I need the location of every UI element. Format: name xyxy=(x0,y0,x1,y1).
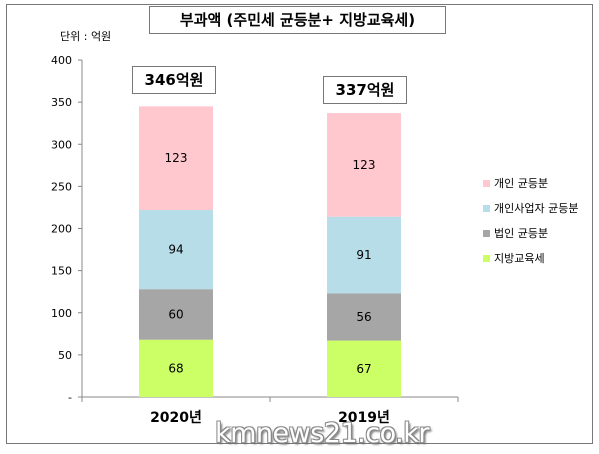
data-label: 60 xyxy=(168,307,183,321)
y-tick-label: 350 xyxy=(51,96,72,109)
unit-label: 단위 : 억원 xyxy=(60,30,112,43)
y-tick-label: - xyxy=(68,391,72,404)
data-label: 67 xyxy=(356,362,371,376)
legend-label: 개인 균등분 xyxy=(494,177,548,190)
y-tick-label: 250 xyxy=(51,180,72,193)
legend-swatch xyxy=(483,205,490,212)
total-label-2020: 346억원 xyxy=(132,66,216,94)
legend-label: 법인 균등분 xyxy=(494,227,548,240)
bar-segment xyxy=(327,113,401,217)
legend-swatch xyxy=(483,180,490,187)
data-label: 123 xyxy=(353,158,376,172)
bar-segment xyxy=(139,339,213,397)
bar-segment xyxy=(139,289,213,340)
y-tick-label: 100 xyxy=(51,307,72,320)
data-label: 68 xyxy=(168,361,183,375)
watermark-text: kmnews21.co.kr xyxy=(215,418,429,449)
bar-segment xyxy=(327,293,401,341)
x-category-label: 2019년 xyxy=(338,410,390,426)
legend-label: 개인사업자 균등분 xyxy=(494,202,578,215)
data-label: 94 xyxy=(168,243,183,257)
y-tick-label: 300 xyxy=(51,138,72,151)
legend-label: 지방교육세 xyxy=(494,252,545,265)
bar-segment xyxy=(327,340,401,397)
data-label: 123 xyxy=(165,151,188,165)
bar-segment xyxy=(139,209,213,290)
data-label: 91 xyxy=(356,248,371,262)
y-tick-label: 400 xyxy=(51,54,72,67)
total-label-2019: 337억원 xyxy=(323,76,407,104)
bar-segment xyxy=(139,106,213,210)
y-tick-label: 200 xyxy=(51,223,72,236)
y-tick-label: 150 xyxy=(51,265,72,278)
x-category-label: 2020년 xyxy=(150,410,202,426)
chart-title: 부과액 (주민세 균등분+ 지방교육세) xyxy=(149,6,446,34)
bar-segment xyxy=(327,216,401,294)
data-label: 56 xyxy=(356,310,371,324)
chart-frame xyxy=(6,4,593,444)
legend-swatch xyxy=(483,230,490,237)
y-tick-label: 50 xyxy=(58,349,72,362)
legend-swatch xyxy=(483,255,490,262)
